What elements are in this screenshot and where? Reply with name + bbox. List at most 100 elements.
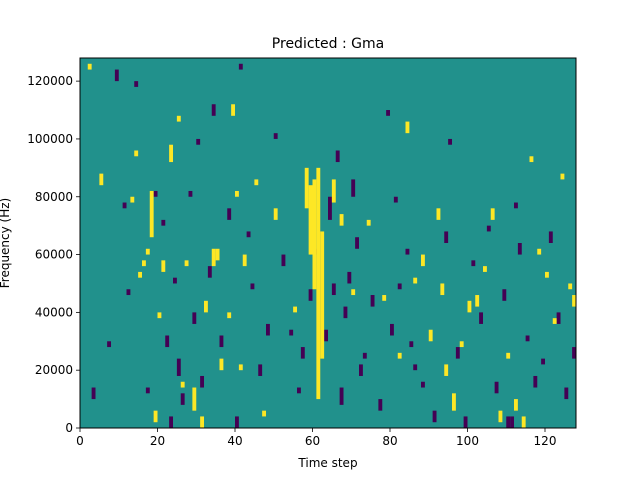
heatmap-cell-high — [87, 63, 92, 70]
heatmap-cell-high — [545, 271, 549, 278]
heatmap-cell-low — [273, 133, 278, 139]
heatmap-cell-high — [316, 167, 321, 400]
heatmap-cell-low — [556, 312, 561, 324]
heatmap-cells — [87, 63, 577, 428]
heatmap-cell-high — [312, 179, 317, 290]
heatmap-cell-low — [122, 202, 127, 209]
heatmap-cell-high — [304, 167, 309, 209]
heatmap-cell-low — [281, 254, 286, 267]
heatmap-cell-low — [176, 358, 181, 376]
heatmap-cell-low — [386, 110, 391, 116]
heatmap-cell-high — [273, 208, 278, 220]
heatmap-cell-high — [382, 295, 387, 301]
heatmap-cell-low — [533, 375, 538, 388]
heatmap-cell-high — [514, 399, 518, 411]
heatmap-cell-high — [138, 271, 143, 278]
heatmap-cell-high — [529, 156, 534, 163]
heatmap-cell-low — [328, 196, 332, 220]
y-axis: 0 20000 40000 60000 80000 100000 120000 — [27, 74, 80, 435]
heatmap-cell-low — [397, 283, 402, 290]
heatmap-cell-low — [161, 219, 166, 226]
heatmap-cell-low — [297, 387, 301, 394]
y-tick-label: 20000 — [35, 363, 73, 377]
heatmap-cell-high — [99, 173, 104, 186]
heatmap-cell-low — [343, 306, 348, 319]
heatmap-cell-low — [219, 335, 224, 348]
heatmap-cell-high — [293, 306, 298, 313]
heatmap-cell-high — [204, 300, 208, 313]
heatmap-cell-low — [378, 399, 383, 411]
heatmap-cell-low — [91, 387, 96, 400]
heatmap-cell-low — [324, 329, 329, 342]
heatmap-cell-low — [227, 208, 232, 220]
heatmap-cell-high — [184, 260, 189, 267]
heatmap-cell-high — [176, 115, 181, 122]
heatmap-cell-high — [537, 248, 542, 255]
x-tick-label: 100 — [456, 434, 479, 448]
heatmap-cell-high — [142, 260, 146, 267]
heatmap-cell-low — [471, 260, 476, 267]
heatmap-cell-high — [149, 190, 154, 238]
heatmap-cell-low — [180, 393, 185, 405]
heatmap-cell-high — [130, 196, 135, 203]
heatmap-cell-low — [359, 364, 363, 376]
heatmap-cell-high — [452, 393, 456, 411]
heatmap-cell-low — [494, 381, 499, 394]
heatmap-cell-low — [486, 225, 491, 232]
heatmap-cell-high — [413, 277, 418, 284]
heatmap-cell-low — [266, 323, 270, 336]
heatmap-cell-low — [548, 231, 553, 243]
heatmap-cell-low — [506, 416, 511, 428]
heatmap-cell-high — [467, 300, 472, 313]
heatmap-cell-high — [242, 254, 247, 267]
heatmap-cell-high — [428, 329, 433, 342]
heatmap-cell-high — [397, 352, 402, 359]
heatmap-cell-high — [238, 364, 243, 371]
heatmap-background — [80, 58, 576, 428]
heatmap-cell-high — [169, 144, 174, 163]
heatmap-cell-high — [440, 283, 445, 296]
y-tick-label: 100000 — [27, 132, 73, 146]
heatmap-cell-high — [161, 260, 166, 272]
heatmap-cell-high — [560, 173, 565, 180]
heatmap-cell-low — [238, 63, 243, 70]
heatmap-cell-high — [351, 289, 356, 296]
heatmap-cell-low — [200, 375, 205, 388]
heatmap-cell-high — [219, 358, 224, 371]
heatmap-cell-low — [250, 283, 255, 290]
heatmap-cell-high — [552, 318, 557, 324]
heatmap-cell-high — [366, 219, 371, 226]
heatmap-cell-low — [362, 352, 367, 359]
heatmap-cell-low — [169, 416, 174, 428]
x-tick-label: 80 — [382, 434, 397, 448]
y-tick-label: 60000 — [35, 248, 73, 262]
heatmap-cell-high — [153, 410, 158, 423]
x-tick-label: 20 — [150, 434, 165, 448]
heatmap-cell-high — [331, 179, 336, 203]
heatmap-cell-low — [134, 81, 139, 87]
heatmap-cell-low — [308, 289, 313, 301]
heatmap-cell-high — [490, 208, 495, 220]
heatmap-cell-low — [246, 231, 251, 238]
heatmap-cell-high — [339, 214, 344, 226]
heatmap-cell-low — [479, 312, 484, 324]
heatmap-cell-low — [126, 289, 131, 296]
heatmap-cell-low — [432, 410, 437, 423]
x-tick-label: 60 — [305, 434, 320, 448]
heatmap-cell-low — [572, 347, 577, 359]
heatmap-cell-low — [370, 295, 375, 307]
y-axis-label: Frequency (Hz) — [0, 198, 12, 289]
heatmap-cell-low — [444, 231, 449, 243]
heatmap-cell-low — [192, 312, 197, 324]
heatmap-cell-low — [114, 69, 119, 82]
heatmap-cell-low — [393, 196, 398, 203]
heatmap-cell-high — [145, 248, 150, 255]
heatmap-cell-low — [331, 283, 336, 296]
plot-area — [79, 57, 577, 429]
heatmap-cell-high — [308, 185, 313, 255]
heatmap-cell-low — [339, 387, 344, 405]
heatmap-cell-low — [421, 381, 425, 388]
heatmap-cell-low — [351, 179, 356, 197]
heatmap-cell-high — [444, 364, 449, 376]
x-tick-label: 40 — [227, 434, 242, 448]
